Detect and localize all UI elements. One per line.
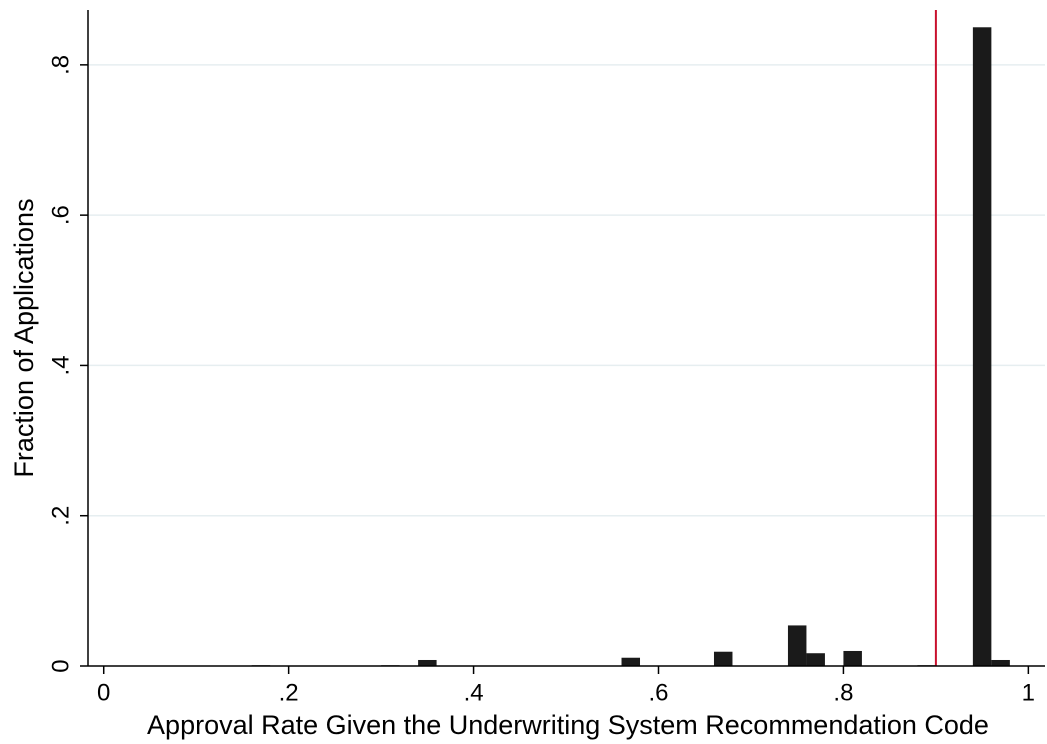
x-tick-label: .2 xyxy=(279,679,299,706)
bar xyxy=(787,625,807,666)
y-tick-label: .4 xyxy=(47,355,74,375)
bar xyxy=(621,657,641,666)
bar xyxy=(806,653,825,666)
y-tick-label: 0 xyxy=(47,659,74,672)
x-tick-label: .6 xyxy=(648,679,668,706)
bar xyxy=(418,659,437,666)
bar xyxy=(972,27,992,666)
y-tick-label: .8 xyxy=(47,55,74,75)
x-tick-label: .4 xyxy=(464,679,484,706)
y-tick-label: .6 xyxy=(47,205,74,225)
y-tick-label: .2 xyxy=(47,506,74,526)
x-tick-label: .8 xyxy=(833,679,853,706)
bar xyxy=(713,651,733,666)
bar xyxy=(843,650,862,666)
x-axis-title: Approval Rate Given the Underwriting Sys… xyxy=(147,710,989,740)
x-tick-label: 1 xyxy=(1022,679,1035,706)
bar xyxy=(991,659,1010,666)
y-axis-title: Fraction of Applications xyxy=(9,198,39,477)
x-tick-label: 0 xyxy=(97,679,110,706)
